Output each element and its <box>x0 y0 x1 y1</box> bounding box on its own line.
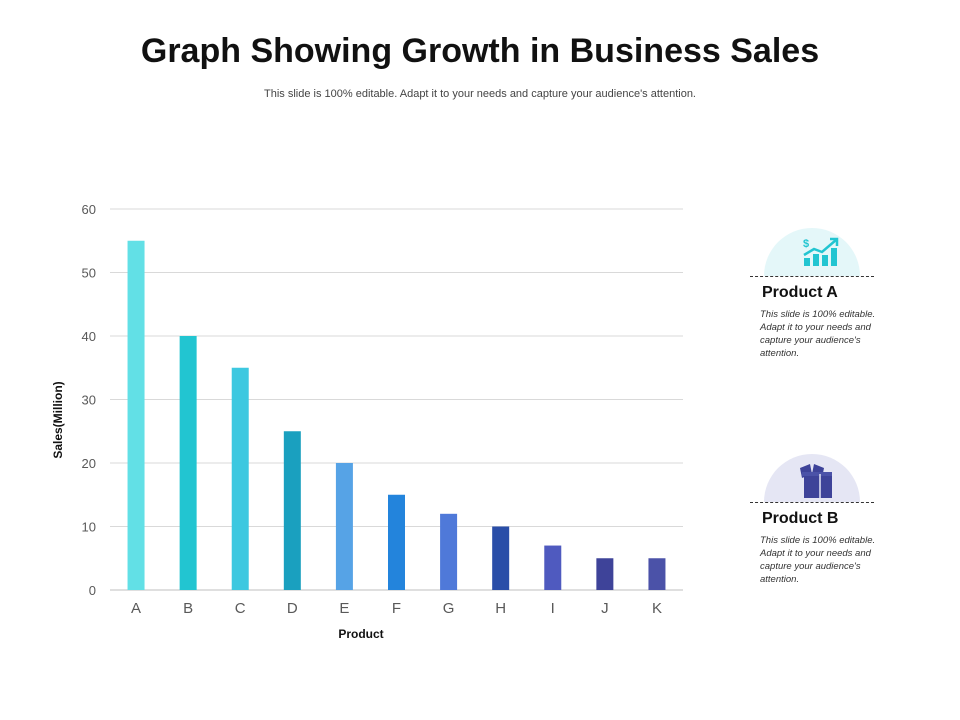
y-tick-label: 0 <box>89 583 96 598</box>
bar-j <box>596 558 614 590</box>
x-tick-label: E <box>339 600 349 617</box>
chart-bars <box>127 240 666 590</box>
x-tick-label: J <box>601 600 609 617</box>
y-axis-ticks: 0 10 20 30 40 50 60 <box>82 202 96 598</box>
growth-chart-icon: $ <box>764 228 860 276</box>
bar-c <box>231 367 249 590</box>
x-axis-ticks: A B C D E F G H I J K <box>131 600 662 617</box>
product-b-title: Product B <box>762 510 839 527</box>
bar-i <box>544 545 562 590</box>
dollar-sign: $ <box>803 238 809 250</box>
x-tick-label: A <box>131 600 141 617</box>
y-axis-title: Sales(Million) <box>51 381 65 458</box>
bar-a <box>127 240 145 590</box>
y-tick-label: 50 <box>82 266 96 281</box>
y-tick-label: 40 <box>82 329 96 344</box>
box-icon <box>764 454 860 502</box>
x-tick-label: G <box>443 600 455 617</box>
product-b-divider <box>750 502 874 503</box>
bar-k <box>648 558 666 590</box>
x-axis-title: Product <box>338 627 383 641</box>
x-tick-label: C <box>235 600 246 617</box>
bar-d <box>283 431 301 590</box>
y-tick-label: 10 <box>82 520 96 535</box>
product-b-description: This slide is 100% editable. Adapt it to… <box>760 535 876 585</box>
y-tick-label: 20 <box>82 456 96 471</box>
page-subtitle: This slide is 100% editable. Adapt it to… <box>264 88 696 100</box>
product-a-divider <box>750 276 874 277</box>
x-tick-label: F <box>392 600 401 617</box>
bar-b <box>179 336 197 590</box>
y-tick-label: 30 <box>82 393 96 408</box>
product-a-title: Product A <box>762 284 838 301</box>
bar-f <box>388 494 405 590</box>
bar-h <box>492 526 510 590</box>
x-tick-label: B <box>183 600 193 617</box>
y-tick-label: 60 <box>82 202 96 217</box>
x-tick-label: H <box>495 600 506 617</box>
page-title: Graph Showing Growth in Business Sales <box>140 32 820 70</box>
x-tick-label: K <box>652 600 662 617</box>
x-tick-label: I <box>551 600 555 617</box>
bar-e <box>335 463 353 590</box>
bar-g <box>440 513 458 590</box>
x-tick-label: D <box>287 600 298 617</box>
product-a-description: This slide is 100% editable. Adapt it to… <box>760 309 876 359</box>
